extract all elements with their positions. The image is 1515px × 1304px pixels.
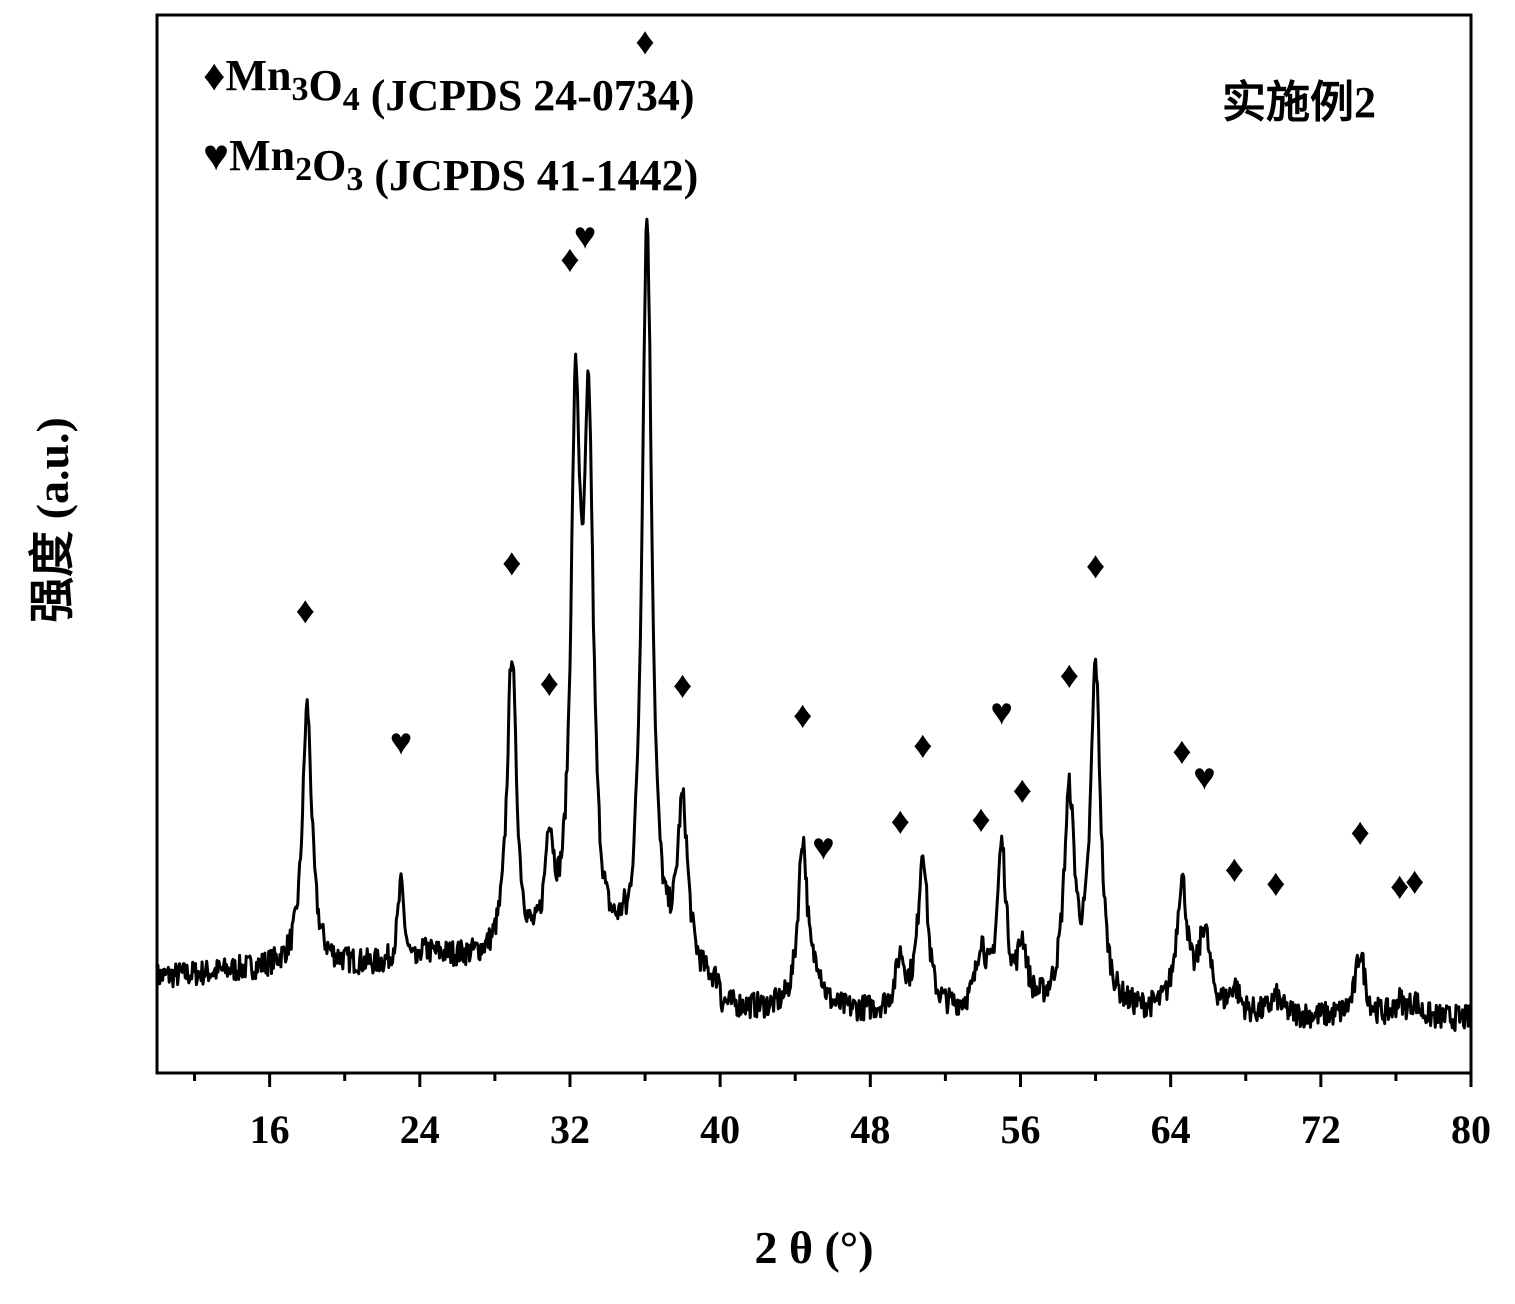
diamond-marker-icon: ♦ [1266,862,1285,904]
heart-marker-icon: ♥ [390,722,413,764]
heart-legend-icon: ♥ [203,131,229,180]
diamond-marker-icon: ♦ [1390,865,1409,907]
formula-element: O [308,61,342,110]
legend-entry: ♥Mn2O3 (JCPDS 41-1442) [203,131,698,200]
heart-marker-icon: ♥ [574,216,597,258]
x-tick-label: 32 [550,1107,590,1152]
diamond-marker-icon: ♦ [1086,545,1105,587]
legend: ♦Mn3O4 (JCPDS 24-0734)♥Mn2O3 (JCPDS 41-1… [203,51,698,200]
formula-subscript: 3 [346,161,363,198]
legend-entry: ♦Mn3O4 (JCPDS 24-0734) [203,51,695,120]
formula-subscript: 2 [295,151,312,188]
legend-reference: (JCPDS 41-1442) [363,151,698,200]
diamond-marker-icon: ♦ [891,800,910,842]
x-tick-label: 16 [250,1107,290,1152]
diamond-marker-icon: ♦ [635,21,654,63]
diamond-marker-icon: ♦ [502,542,521,584]
diamond-marker-icon: ♦ [971,798,990,840]
diamond-marker-icon: ♦ [1172,731,1191,773]
formula-subscript: 3 [291,71,308,108]
diamond-marker-icon: ♦ [1405,860,1424,902]
x-tick-label: 80 [1451,1107,1491,1152]
heart-marker-icon: ♥ [1193,756,1216,798]
diamond-marker-icon: ♦ [793,695,812,737]
diamond-marker-icon: ♦ [673,665,692,707]
x-tick-label: 40 [700,1107,740,1152]
diamond-marker-icon: ♦ [1060,655,1079,697]
x-tick-label: 64 [1151,1107,1191,1152]
formula-element: O [312,141,346,190]
formula-element: Mn [225,51,291,100]
phase-markers-layer: ♦♥♦♦♦♥♦♦♦♥♦♦♦♥♦♦♦♦♥♦ ♦♦♦♦ [296,21,1425,907]
diamond-marker-icon: ♦ [540,663,559,705]
y-axis-title: 强度 (a.u.) [27,417,78,623]
x-tick-label: 48 [850,1107,890,1152]
formula-element: Mn [229,131,295,180]
xrd-pattern-line [155,217,1473,1032]
plot-frame [155,13,1473,1075]
x-tick-label: 56 [1000,1107,1040,1152]
diamond-marker-icon: ♦ [1225,848,1244,890]
sample-annotation: 实施例2 [1222,78,1376,127]
x-axis-title: 2 θ (°) [754,1222,873,1273]
x-tick-label: 72 [1301,1107,1341,1152]
x-tick-label: 24 [400,1107,440,1152]
diamond-marker-icon: ♦ [560,239,579,281]
diamond-legend-icon: ♦ [203,51,225,100]
heart-marker-icon: ♥ [990,692,1013,734]
diamond-marker-icon: ♦ [1013,769,1032,811]
diamond-marker-icon: ♦ [1351,811,1370,853]
heart-marker-icon: ♥ [812,826,835,868]
ticks-layer: 16 24 32 40 48 56 64 72 80 [193,1073,1491,1152]
legend-reference: (JCPDS 24-0734) [360,71,695,120]
formula-subscript: 4 [343,81,360,118]
diamond-marker-icon: ♦ [296,590,315,632]
diamond-marker-icon: ♦ [913,725,932,767]
